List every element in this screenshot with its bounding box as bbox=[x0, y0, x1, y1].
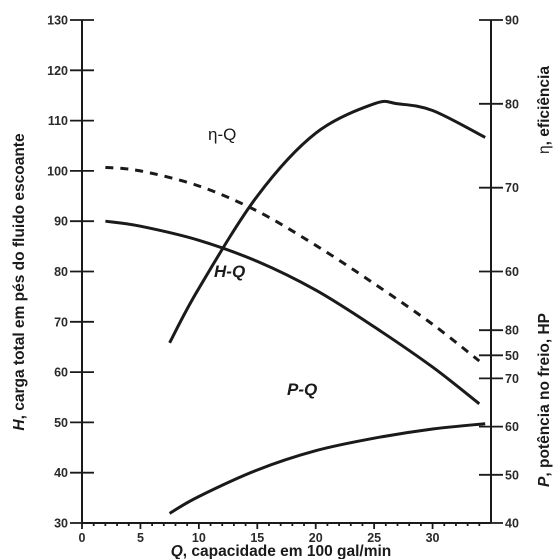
x-axis-title-text: , capacidade em 100 gal/min bbox=[183, 543, 392, 559]
h-q-curve bbox=[105, 219, 481, 405]
plot-area bbox=[81, 20, 492, 524]
right-power-axis-title-var: P bbox=[536, 476, 553, 487]
right-efficiency-axis-title: η, eficiência bbox=[536, 66, 553, 154]
left-axis-title: H, carga total em pés do fluido escoante bbox=[11, 133, 28, 431]
p-q-curve-label: P-Q bbox=[287, 380, 317, 399]
eta-q-curve bbox=[168, 99, 486, 344]
x-tick-label: 10 bbox=[192, 531, 206, 545]
left-tick-label: 90 bbox=[54, 215, 68, 229]
curves bbox=[105, 99, 486, 515]
right-power-tick-label: 70 bbox=[505, 372, 519, 386]
x-axis-title-var: Q bbox=[171, 543, 183, 559]
left-tick-label: 130 bbox=[47, 14, 68, 28]
left-tick-label: 40 bbox=[54, 466, 68, 480]
right-efficiency-axis-title-text: , eficiência bbox=[536, 66, 553, 146]
x-tick-label: 30 bbox=[426, 531, 440, 545]
x-axis-ticks: 0 5 10 15 20 25 30 bbox=[79, 523, 481, 545]
left-tick-label: 70 bbox=[54, 315, 68, 329]
left-tick-label: 60 bbox=[54, 366, 68, 380]
right-power-tick-label: 80 bbox=[505, 324, 519, 338]
x-axis-title: Q, capacidade em 100 gal/min bbox=[171, 543, 392, 559]
right-power-tick-label: 50 bbox=[505, 468, 519, 482]
x-tick-label: 15 bbox=[250, 531, 264, 545]
x-tick-label: 25 bbox=[367, 531, 381, 545]
left-tick-label: 100 bbox=[47, 164, 68, 178]
h-q-curve-label: H-Q bbox=[214, 262, 245, 281]
left-tick-label: 50 bbox=[54, 416, 68, 430]
left-axis-title-text: , carga total em pés do fluido escoante bbox=[11, 133, 28, 419]
right-efficiency-axis-ticks: 50 60 70 80 90 bbox=[479, 14, 519, 363]
right-efficiency-tick-label: 50 bbox=[505, 349, 519, 363]
right-power-axis-title: P, potência no freio, HP bbox=[536, 313, 553, 487]
h-q-dashed-curve bbox=[105, 165, 481, 363]
p-q-curve bbox=[168, 422, 486, 515]
right-efficiency-tick-label: 70 bbox=[505, 181, 519, 195]
left-tick-label: 30 bbox=[54, 517, 68, 531]
right-power-tick-label: 40 bbox=[505, 517, 519, 531]
right-power-tick-label: 60 bbox=[505, 420, 519, 434]
right-efficiency-tick-label: 80 bbox=[505, 97, 519, 111]
right-efficiency-axis-title-var: η bbox=[536, 145, 553, 154]
left-tick-label: 120 bbox=[47, 64, 68, 78]
right-power-axis-title-text: , potência no freio, HP bbox=[536, 313, 553, 477]
right-efficiency-tick-label: 90 bbox=[505, 14, 519, 28]
left-axis-title-var: H bbox=[11, 419, 28, 431]
left-axis-ticks: 30 40 50 60 70 80 90 100 110 120 130 bbox=[47, 14, 94, 531]
right-efficiency-tick-label: 60 bbox=[505, 265, 519, 279]
eta-q-label-text: η-Q bbox=[208, 125, 236, 144]
left-tick-label: 110 bbox=[48, 114, 68, 128]
x-tick-label: 0 bbox=[79, 531, 86, 545]
x-tick-label: 20 bbox=[309, 531, 323, 545]
eta-q-curve-label: η-Q bbox=[208, 125, 236, 144]
right-power-axis-ticks: 40 50 60 70 80 bbox=[479, 324, 519, 531]
left-tick-label: 80 bbox=[54, 265, 68, 279]
x-tick-label: 5 bbox=[137, 531, 144, 545]
